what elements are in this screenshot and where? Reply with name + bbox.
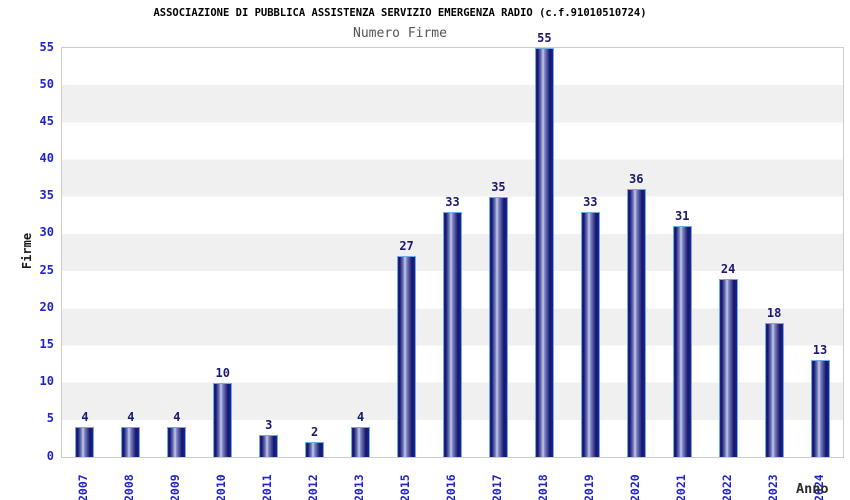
x-tick-2008: 2008 xyxy=(122,474,137,500)
y-tick-5: 5 xyxy=(46,411,54,426)
x-axis-title: Anno xyxy=(796,481,829,497)
bar-value-label: 27 xyxy=(399,239,414,253)
bar-2018 xyxy=(534,48,554,457)
x-tick-2023: 2023 xyxy=(765,474,780,500)
bar-value-label: 18 xyxy=(766,306,782,320)
x-tick-2013: 2013 xyxy=(352,474,367,500)
plot-area: 4 4 4 10 3 2 4 27 33 35 55 33 36 31 24 18 13 xyxy=(61,32,844,458)
x-tick-2009: 2009 xyxy=(168,474,183,500)
bar-2009 xyxy=(167,427,187,457)
bar-value-label: 2 xyxy=(311,425,319,439)
x-tick-2016: 2016 xyxy=(444,474,458,500)
x-tick-2019: 2019 xyxy=(581,474,596,500)
y-tick-10: 10 xyxy=(39,374,54,389)
x-tick-2022: 2022 xyxy=(719,474,734,500)
x-tick-2017: 2017 xyxy=(489,474,504,500)
bar-2013 xyxy=(351,427,371,457)
chart-title: ASSOCIAZIONE DI PUBBLICA ASSISTENZA SERV… xyxy=(153,7,647,19)
y-tick-25: 25 xyxy=(39,262,54,277)
x-tick-2010: 2010 xyxy=(214,474,229,500)
x-tick-2018: 2018 xyxy=(535,474,550,500)
bar-value-label: 4 xyxy=(356,410,365,424)
x-tick-2015: 2015 xyxy=(398,474,413,500)
bar-2017 xyxy=(488,197,508,457)
bar-value-label: 55 xyxy=(537,31,552,45)
bar-value-label: 4 xyxy=(173,410,181,424)
x-tick-2021: 2021 xyxy=(673,474,688,500)
x-tick-2012: 2012 xyxy=(306,474,321,500)
bar-2007 xyxy=(75,427,95,457)
bar-value-label: 10 xyxy=(215,366,230,380)
bar-2021 xyxy=(672,226,692,457)
bar-2020 xyxy=(626,189,646,457)
x-tick-2007: 2007 xyxy=(76,474,91,500)
bar-value-label: 36 xyxy=(629,172,644,186)
x-tick-2020: 2020 xyxy=(627,474,642,500)
bar-2015 xyxy=(397,256,417,457)
bar-2016 xyxy=(443,212,462,457)
x-tick-2011: 2011 xyxy=(260,474,275,500)
bar-value-label: 13 xyxy=(812,343,828,357)
y-tick-30: 30 xyxy=(39,225,54,240)
y-tick-20: 20 xyxy=(39,299,54,314)
bar-value-label: 4 xyxy=(127,410,135,424)
bar-2012 xyxy=(305,442,325,457)
bar-2022 xyxy=(718,279,738,457)
y-tick-15: 15 xyxy=(39,336,54,351)
y-tick-40: 40 xyxy=(39,151,54,166)
bar-2024 xyxy=(810,360,830,457)
bar-2008 xyxy=(121,427,141,457)
bar-2011 xyxy=(259,435,279,457)
bar-value-label: 35 xyxy=(491,180,506,194)
bar-value-label: 4 xyxy=(81,410,89,424)
y-tick-55: 55 xyxy=(39,39,54,54)
bar-2010 xyxy=(213,383,233,457)
bar-value-label: 31 xyxy=(674,209,690,223)
bar-2023 xyxy=(764,323,784,457)
bar-value-label: 3 xyxy=(265,418,273,432)
y-tick-45: 45 xyxy=(39,113,54,128)
bar-value-label: 33 xyxy=(583,195,598,209)
y-tick-50: 50 xyxy=(39,76,54,91)
chart-subtitle: Numero Firme xyxy=(353,26,447,41)
y-tick-0: 0 xyxy=(46,448,54,463)
y-tick-35: 35 xyxy=(39,188,54,203)
bar-2019 xyxy=(580,212,600,457)
bar-value-label: 33 xyxy=(445,195,460,209)
bar-value-label: 24 xyxy=(720,262,736,276)
